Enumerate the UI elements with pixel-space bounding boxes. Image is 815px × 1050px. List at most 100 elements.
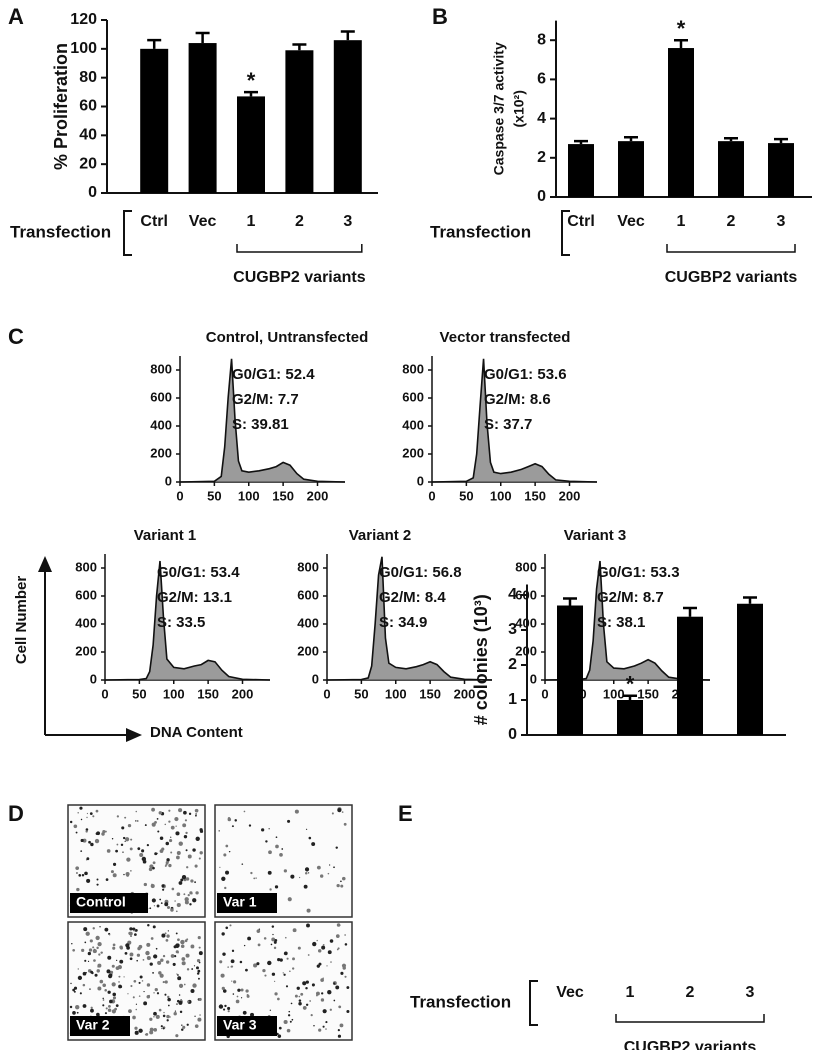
colony-dot (327, 872, 330, 875)
colony-dot (290, 1002, 293, 1005)
histogram-curve (431, 358, 598, 483)
colony-dot (292, 957, 295, 961)
x-tick-label: 150 (524, 488, 546, 503)
colony-dot (174, 817, 179, 822)
colony-dot (184, 897, 189, 902)
colony-dot (291, 1018, 294, 1021)
phase-annotation: S: 39.81 (232, 416, 289, 433)
colony-dot (333, 866, 335, 869)
phase-annotation: G0/G1: 56.8 (379, 564, 462, 581)
colony-dot (149, 962, 153, 966)
significance-mark: * (247, 68, 256, 93)
colony-dot (135, 1008, 138, 1011)
colony-dot (81, 873, 85, 877)
colony-dot (90, 1008, 94, 1013)
colony-dot (119, 985, 123, 989)
colony-dot (161, 884, 165, 888)
x-tick-label: 200 (559, 488, 581, 503)
colony-dot (194, 864, 198, 868)
colony-dot (188, 812, 192, 816)
colony-dot (135, 810, 138, 813)
colony-dot (181, 957, 186, 961)
histogram-title: Variant 3 (564, 527, 627, 544)
colony-dot (187, 854, 192, 859)
colony-dot (153, 1016, 155, 1018)
colony-dot (199, 1014, 201, 1016)
panel-label: D (8, 801, 24, 826)
colony-dot (289, 1020, 292, 1023)
colony-dot (344, 975, 347, 978)
colony-dot (97, 986, 102, 991)
colony-dot (135, 930, 137, 932)
error-bar (340, 30, 355, 41)
colony-dot (166, 1019, 169, 1022)
colony-dot (189, 891, 193, 895)
colony-dot (96, 1012, 100, 1017)
colony-dot (286, 957, 289, 960)
colony-dot (177, 938, 180, 942)
colony-dot (320, 874, 324, 878)
colony-dot (298, 995, 301, 998)
colony-dot (85, 828, 89, 831)
colony-dot (268, 828, 270, 830)
colony-dot (124, 816, 127, 819)
colony-dot (95, 935, 100, 941)
bar (140, 48, 169, 194)
colony-dot (151, 822, 156, 827)
colony-dot (229, 924, 232, 927)
flow-y-label: Cell Number (13, 576, 30, 665)
colony-dot (153, 1011, 157, 1016)
image-label: Var 2 (76, 1017, 110, 1033)
colony-dot (90, 842, 94, 847)
colony-dot (92, 815, 95, 818)
colony-dot (86, 857, 90, 861)
colony-dot (273, 980, 276, 983)
y-tick-label: 2 (508, 656, 517, 673)
colony-dot (320, 978, 324, 982)
phase-annotation: G2/M: 8.7 (597, 589, 664, 606)
colony-dot (139, 975, 143, 979)
y-tick-label: 200 (402, 445, 424, 460)
colony-dot (167, 997, 171, 1002)
colony-dot (153, 954, 158, 959)
colony-dot (75, 872, 78, 874)
colony-dot (335, 934, 340, 938)
colony-dot (289, 970, 291, 972)
colony-dot (108, 934, 111, 936)
colony-dot (82, 1004, 87, 1008)
bracket (236, 244, 363, 253)
colony-dot (187, 893, 190, 897)
colony-dot (177, 976, 182, 981)
colony-dot (239, 960, 243, 964)
colony-dot (168, 863, 172, 868)
colony-dot (306, 923, 310, 928)
colony-dot (174, 900, 176, 902)
colony-dot (198, 977, 200, 980)
colony-dot (95, 809, 99, 813)
colony-dot (123, 873, 125, 876)
x-tick-label: 150 (272, 488, 294, 503)
colony-dot (151, 883, 153, 886)
colony-dot (320, 998, 325, 1002)
error-bar (292, 43, 307, 51)
colony-dot (177, 974, 179, 976)
colony-dot (327, 990, 332, 995)
phase-annotation: G2/M: 13.1 (157, 589, 232, 606)
colony-dot (283, 973, 286, 976)
colony-dot (133, 979, 137, 983)
bar (188, 43, 217, 193)
colony-dot (171, 887, 175, 891)
colony-dot (283, 951, 288, 956)
colony-dot (107, 990, 111, 994)
colony-dot (221, 932, 225, 936)
x-tick-label: 100 (385, 686, 407, 701)
colony-dot (246, 993, 249, 997)
arrow-head (38, 556, 52, 572)
x-tick-label: 150 (419, 686, 441, 701)
phase-annotation: S: 38.1 (597, 614, 645, 631)
colony-dot (178, 881, 183, 885)
colony-dot (318, 1028, 322, 1032)
bracket-label: CUGBP2 variants (624, 1039, 757, 1050)
colony-dot (104, 988, 107, 992)
colony-dot (85, 971, 87, 974)
